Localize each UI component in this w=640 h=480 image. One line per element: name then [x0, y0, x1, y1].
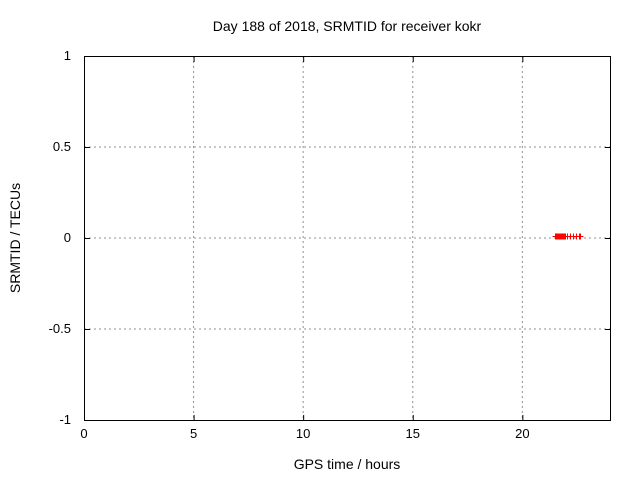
- chart-title: Day 188 of 2018, SRMTID for receiver kok…: [212, 18, 482, 34]
- x-tick-label: 0: [80, 426, 87, 441]
- y-tick-label: 1: [64, 48, 71, 63]
- y-tick-label: 0.5: [53, 139, 71, 154]
- y-tick-label: -0.5: [49, 321, 71, 336]
- x-tick-label: 15: [406, 426, 420, 441]
- data-point: [577, 233, 584, 240]
- x-tick-label: 10: [296, 426, 310, 441]
- x-tick-label: 5: [190, 426, 197, 441]
- y-tick-label: -1: [59, 412, 71, 427]
- plot-border: [84, 56, 611, 421]
- y-tick-label: 0: [64, 230, 71, 245]
- y-axis-label: SRMTID / TECUs: [7, 182, 23, 294]
- x-axis-label: GPS time / hours: [293, 456, 401, 472]
- x-tick-label: 20: [515, 426, 529, 441]
